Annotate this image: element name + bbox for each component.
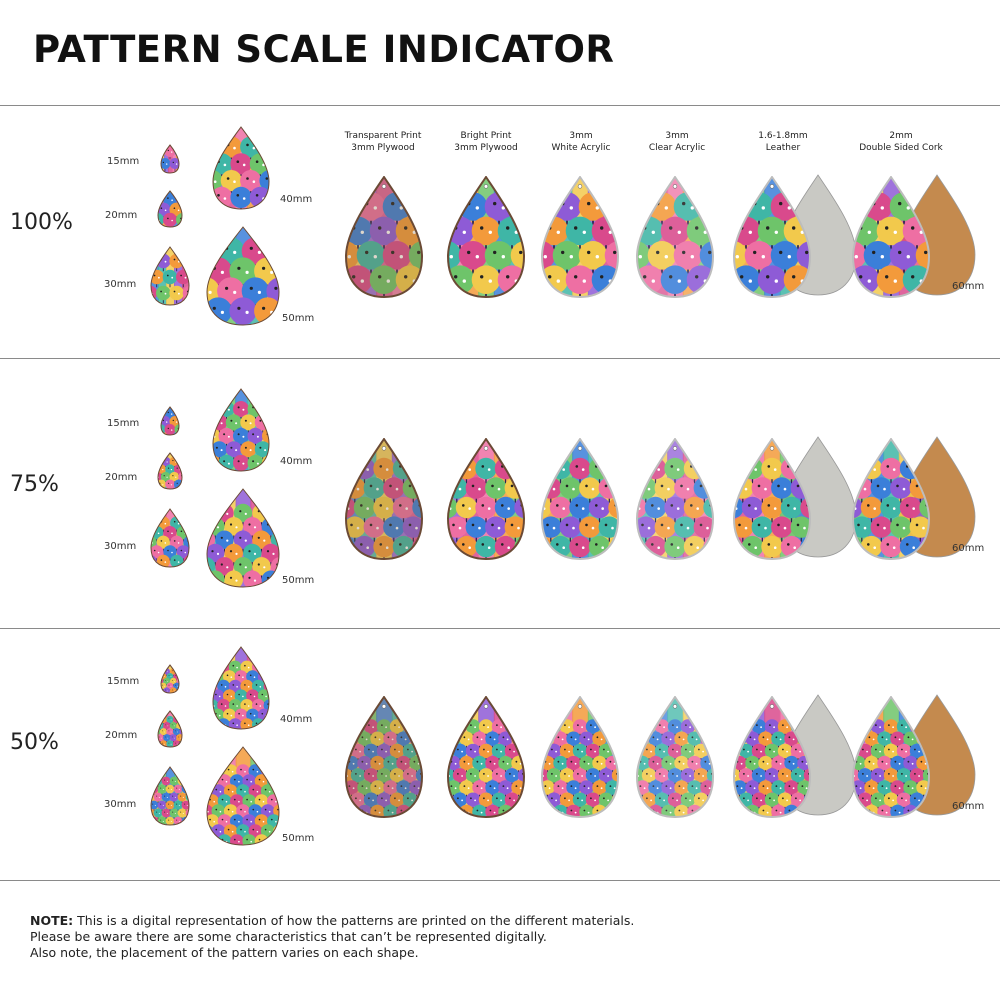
material-drop-white (541, 696, 619, 818)
sample-drop-50mm (206, 746, 280, 846)
sample-drop-15mm (160, 406, 180, 436)
sample-drop-40mm (212, 126, 270, 210)
size-label: 60mm (952, 543, 985, 554)
sample-drop-50mm (206, 488, 280, 588)
column-header-line: Leather (765, 143, 801, 153)
note-line-2: Please be aware there are some character… (30, 929, 547, 944)
sample-drop-15mm (160, 664, 180, 694)
material-drop-bright (447, 696, 525, 818)
material-drop-ply (345, 176, 423, 298)
column-header-cork: 2mm Double Sided Cork (836, 130, 966, 154)
scale-label: 75% (10, 472, 59, 497)
divider (0, 358, 1000, 359)
divider (0, 105, 1000, 106)
material-drop-bright (447, 176, 525, 298)
sample-drop-30mm (150, 766, 190, 826)
column-header-line: Clear Acrylic (648, 143, 706, 153)
column-header-line: Transparent Print (344, 131, 422, 141)
column-header-leather: 1.6-1.8mm Leather (718, 130, 848, 154)
note-line-3: Also note, the placement of the pattern … (30, 945, 419, 960)
size-label: 60mm (952, 801, 985, 812)
size-label: 15mm (107, 418, 140, 429)
material-drop-cork (852, 696, 930, 818)
size-label: 20mm (105, 472, 138, 483)
note-label: NOTE: (30, 913, 74, 928)
size-label: 40mm (280, 714, 313, 725)
material-drop-leather (733, 696, 811, 818)
column-header-bright-plywood: Bright Print 3mm Plywood (421, 130, 551, 154)
sample-drop-30mm (150, 246, 190, 306)
sample-drop-30mm (150, 508, 190, 568)
size-label: 30mm (104, 541, 137, 552)
column-header-line: 3mm (665, 131, 689, 141)
size-label: 30mm (104, 279, 137, 290)
column-header-line: Double Sided Cork (859, 143, 943, 153)
sample-drop-15mm (160, 144, 180, 174)
material-drop-clear (636, 438, 714, 560)
sample-drop-40mm (212, 388, 270, 472)
material-drop-ply (345, 438, 423, 560)
material-drop-clear (636, 176, 714, 298)
material-drop-clear (636, 696, 714, 818)
scale-label: 100% (10, 210, 73, 235)
material-drop-ply (345, 696, 423, 818)
column-header-line: 3mm (569, 131, 593, 141)
material-drop-cork (852, 438, 930, 560)
size-label: 60mm (952, 281, 985, 292)
scale-label: 50% (10, 730, 59, 755)
sample-drop-20mm (157, 452, 183, 490)
size-label: 50mm (282, 833, 315, 844)
material-drop-white (541, 176, 619, 298)
material-drop-bright (447, 438, 525, 560)
column-header-transparent-plywood: Transparent Print 3mm Plywood (318, 130, 448, 154)
divider (0, 628, 1000, 629)
note-line-1: This is a digital representation of how … (73, 913, 635, 928)
size-label: 20mm (105, 730, 138, 741)
sample-drop-40mm (212, 646, 270, 730)
material-drop-cork (852, 176, 930, 298)
sample-drop-20mm (157, 190, 183, 228)
size-label: 50mm (282, 575, 315, 586)
column-header-line: 2mm (889, 131, 913, 141)
size-label: 40mm (280, 194, 313, 205)
size-label: 50mm (282, 313, 315, 324)
column-header-line: 1.6-1.8mm (758, 131, 808, 141)
column-header-white-acrylic: 3mm White Acrylic (516, 130, 646, 154)
size-label: 15mm (107, 676, 140, 687)
column-header-clear-acrylic: 3mm Clear Acrylic (612, 130, 742, 154)
sample-drop-50mm (206, 226, 280, 326)
sample-drop-20mm (157, 710, 183, 748)
column-header-line: 3mm Plywood (351, 143, 415, 153)
page-title: PATTERN SCALE INDICATOR (33, 28, 615, 71)
material-drop-white (541, 438, 619, 560)
size-label: 20mm (105, 210, 138, 221)
column-header-line: White Acrylic (551, 143, 611, 153)
size-label: 15mm (107, 156, 140, 167)
divider (0, 880, 1000, 881)
size-label: 40mm (280, 456, 313, 467)
material-drop-leather (733, 176, 811, 298)
material-drop-leather (733, 438, 811, 560)
column-header-line: 3mm Plywood (454, 143, 518, 153)
column-header-line: Bright Print (460, 131, 512, 141)
note-block: NOTE: This is a digital representation o… (30, 913, 634, 961)
size-label: 30mm (104, 799, 137, 810)
